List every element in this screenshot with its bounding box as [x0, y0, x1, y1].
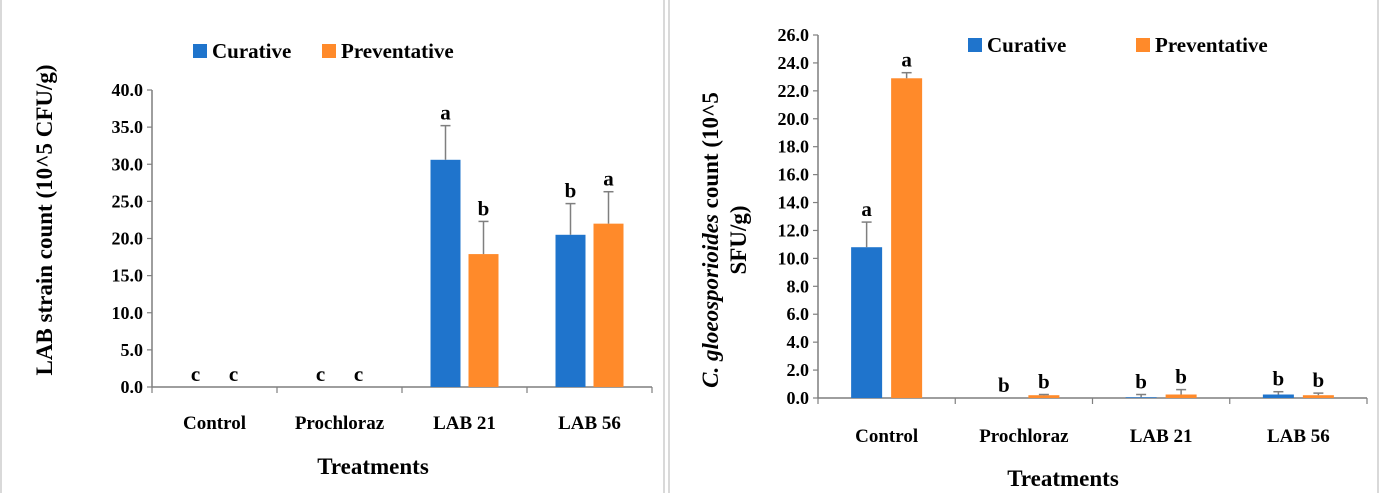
- left-significance-label: a: [440, 101, 451, 125]
- left-chart-panel: LAB strain count (10^5 CFU/g) Treatments…: [0, 0, 665, 493]
- left-significance-label: b: [478, 196, 490, 220]
- right-y-axis-title-line2: SFU/g): [726, 206, 751, 275]
- left-legend-curative-swatch: [193, 44, 207, 58]
- right-significance-label: b: [998, 373, 1010, 397]
- left-y-axis-title: LAB strain count (10^5 CFU/g): [32, 64, 57, 375]
- left-y-tick-label: 10.0: [112, 303, 144, 323]
- left-chart-svg: LAB strain count (10^5 CFU/g) Treatments…: [32, 39, 653, 479]
- right-y-tick-label: 18.0: [778, 137, 810, 157]
- left-y-tick-label: 35.0: [112, 117, 144, 137]
- left-significance-label: b: [565, 179, 577, 203]
- right-category-label: LAB 21: [1130, 426, 1193, 447]
- left-bar-curative: [555, 234, 586, 387]
- left-bar-preventative: [468, 254, 499, 387]
- right-chart-svg: C. gloeosporioides count (10^5 SFU/g) Tr…: [698, 25, 1368, 491]
- right-bar-curative: [851, 247, 883, 398]
- left-legend-curative-label: Curative: [212, 39, 291, 63]
- right-legend-preventative-label: Preventative: [1155, 33, 1268, 57]
- right-significance-label: b: [1313, 368, 1325, 392]
- right-significance-label: b: [1135, 370, 1147, 394]
- right-chart-panel: C. gloeosporioides count (10^5 SFU/g) Tr…: [668, 0, 1379, 493]
- right-significance-label: b: [1175, 365, 1187, 389]
- right-bar-preventative: [1028, 395, 1060, 398]
- right-significance-label: a: [901, 48, 912, 72]
- right-category-label: Prochloraz: [979, 426, 1069, 447]
- right-y-axis-title: C. gloeosporioides count (10^5: [698, 92, 723, 388]
- left-y-tick-label: 20.0: [112, 229, 144, 249]
- left-legend-preventative-label: Preventative: [341, 39, 454, 63]
- right-significance-label: b: [1038, 370, 1050, 394]
- right-y-tick-label: 10.0: [778, 248, 810, 268]
- right-significance-label: b: [1273, 367, 1285, 391]
- right-legend-curative-swatch: [968, 38, 982, 52]
- right-legend-curative-label: Curative: [987, 33, 1066, 57]
- right-y-tick-label: 2.0: [787, 360, 810, 380]
- left-category-label: LAB 21: [433, 413, 496, 434]
- right-category-label: Control: [855, 426, 918, 447]
- left-y-tick-label: 30.0: [112, 154, 144, 174]
- left-significance-label: c: [191, 362, 200, 386]
- right-y-tick-label: 22.0: [778, 81, 810, 101]
- left-significance-label: c: [229, 362, 238, 386]
- left-y-tick-label: 25.0: [112, 191, 144, 211]
- right-y-tick-label: 26.0: [778, 25, 810, 45]
- right-y-tick-label: 8.0: [787, 276, 810, 296]
- left-category-label: Control: [183, 413, 246, 434]
- left-category-label: Prochloraz: [295, 413, 385, 434]
- right-bar-curative: [1125, 397, 1157, 398]
- right-y-tick-label: 6.0: [787, 304, 810, 324]
- right-y-axis-title-italic: C. gloeosporioides: [698, 214, 723, 388]
- left-significance-label: c: [354, 362, 363, 386]
- right-y-tick-label: 4.0: [787, 332, 810, 352]
- right-bar-preventative: [1302, 395, 1334, 398]
- right-y-tick-label: 20.0: [778, 109, 810, 129]
- right-y-tick-label: 12.0: [778, 220, 810, 240]
- right-x-axis-title: Treatments: [1007, 466, 1119, 491]
- right-y-tick-label: 16.0: [778, 165, 810, 185]
- left-bar-curative: [430, 159, 461, 387]
- right-legend-preventative-swatch: [1136, 38, 1150, 52]
- right-bar-preventative: [891, 78, 923, 399]
- right-y-tick-label: 24.0: [778, 53, 810, 73]
- left-y-tick-label: 0.0: [121, 377, 144, 397]
- left-legend-preventative-swatch: [322, 44, 336, 58]
- left-category-label: LAB 56: [558, 413, 621, 434]
- left-y-tick-label: 5.0: [121, 340, 144, 360]
- left-bar-preventative: [593, 223, 624, 387]
- left-y-tick-label: 40.0: [112, 80, 144, 100]
- right-category-label: LAB 56: [1267, 426, 1330, 447]
- right-bar-preventative: [1165, 394, 1197, 398]
- right-y-tick-label: 0.0: [787, 388, 810, 408]
- right-significance-label: a: [861, 197, 872, 221]
- left-x-axis-title: Treatments: [317, 454, 429, 479]
- left-significance-label: c: [316, 362, 325, 386]
- left-y-tick-label: 15.0: [112, 266, 144, 286]
- right-y-axis-title-rest: count (10^5: [698, 92, 723, 214]
- right-bar-curative: [1262, 394, 1294, 398]
- left-significance-label: a: [603, 167, 614, 191]
- right-y-tick-label: 14.0: [778, 193, 810, 213]
